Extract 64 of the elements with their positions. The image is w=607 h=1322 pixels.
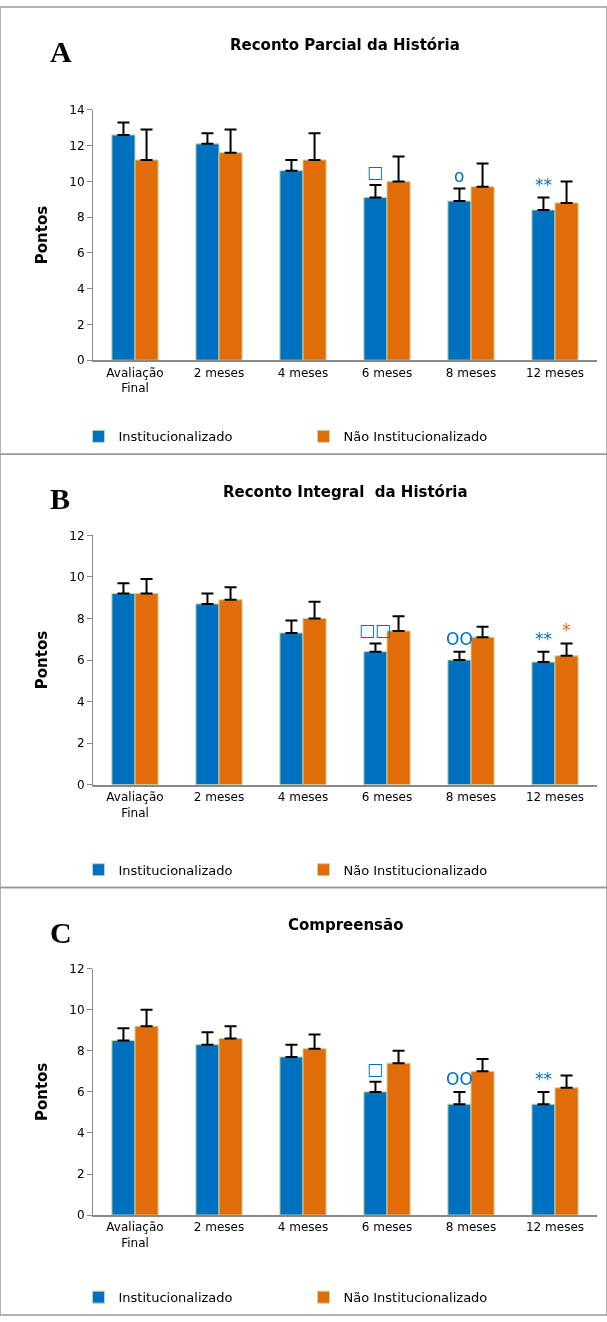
text: A <box>50 35 72 68</box>
y-tick-label: 6 <box>76 653 85 668</box>
x-tick-label: 12 meses <box>525 365 585 380</box>
annotation: o <box>454 166 465 186</box>
x-tick-label: 6 meses <box>361 365 413 380</box>
y-tick-label: 10 <box>69 570 85 585</box>
y-tick-label: 4 <box>76 281 85 296</box>
x-tick-label: 12 meses <box>525 1220 585 1235</box>
legend-label: Institucionalizado <box>118 862 233 878</box>
annotation: * <box>562 620 571 640</box>
y-axis-title: Pontos <box>32 205 51 265</box>
annotation: OO <box>446 629 473 649</box>
x-tick-label: 8 meses <box>445 365 497 380</box>
y-tick-label: 10 <box>69 1002 85 1017</box>
x-tick-label: 4 meses <box>277 365 329 380</box>
y-tick-label: 0 <box>76 1208 85 1223</box>
x-tick-label: 2 meses <box>193 1220 245 1235</box>
x-tick-label: 2 meses <box>193 365 245 380</box>
y-tick-label: 12 <box>69 138 85 153</box>
legend-label: Não Institucionalizado <box>343 1290 488 1306</box>
x-tick-label: Avaliação Final <box>106 365 164 396</box>
text: C <box>50 916 72 949</box>
y-axis-title: Pontos <box>32 630 51 690</box>
legend-label: Institucionalizado <box>118 429 233 445</box>
chart-title: Reconto Parcial da História <box>230 36 460 54</box>
y-tick-label: 12 <box>69 528 85 543</box>
legend-label: Institucionalizado <box>118 1290 233 1306</box>
y-tick-label: 0 <box>76 777 85 792</box>
y-tick-label: 10 <box>69 174 85 189</box>
y-tick-label: 6 <box>76 1085 85 1100</box>
annotation: □□ <box>359 620 392 640</box>
annotation: □ <box>367 162 384 182</box>
chart-title: Reconto Integral da História <box>223 483 468 501</box>
y-tick-label: 6 <box>76 246 85 261</box>
x-tick-label: Avaliação Final <box>106 790 164 820</box>
y-tick-label: 8 <box>76 1044 85 1059</box>
x-tick-label: 12 meses <box>525 790 585 805</box>
annotation: ** <box>535 629 552 649</box>
legend-label: Não Institucionalizado <box>343 862 488 878</box>
x-tick-label: 4 meses <box>277 790 329 805</box>
y-tick-label: 8 <box>76 210 85 225</box>
x-tick-label: 4 meses <box>277 1220 329 1235</box>
y-tick-label: 2 <box>76 1167 85 1182</box>
annotation: ** <box>535 1069 552 1089</box>
y-axis-title: Pontos <box>32 1062 51 1122</box>
y-tick-label: 0 <box>76 353 85 368</box>
text: B <box>50 482 71 515</box>
x-tick-label: 8 meses <box>445 1220 497 1235</box>
chart-title: Compreensão <box>288 916 404 934</box>
x-tick-label: 8 meses <box>445 790 497 805</box>
x-tick-label: 2 meses <box>193 790 245 805</box>
y-tick-label: 8 <box>76 611 85 626</box>
y-tick-label: 2 <box>76 317 85 332</box>
y-tick-label: 4 <box>76 694 85 709</box>
y-tick-label: 12 <box>69 961 85 976</box>
x-tick-label: Avaliação Final <box>106 1220 164 1251</box>
x-tick-label: 6 meses <box>361 1220 413 1235</box>
annotation: □ <box>367 1059 384 1079</box>
legend-label: Não Institucionalizado <box>343 429 488 445</box>
y-tick-label: 14 <box>69 103 85 118</box>
annotation: ** <box>535 175 552 195</box>
y-tick-label: 4 <box>76 1126 85 1141</box>
y-tick-label: 2 <box>76 736 85 751</box>
x-tick-label: 6 meses <box>361 790 413 805</box>
